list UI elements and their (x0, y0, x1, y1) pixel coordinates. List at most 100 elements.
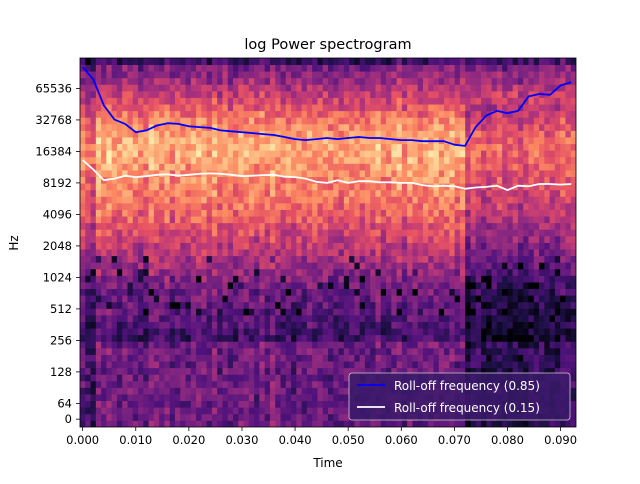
heatmap-cell (196, 400, 202, 408)
heatmap-cell (264, 97, 271, 105)
heatmap-cell (153, 321, 160, 329)
heatmap-cell (343, 183, 350, 191)
heatmap-cell (291, 97, 297, 105)
heatmap-cell (507, 123, 514, 131)
heatmap-cell (343, 334, 350, 342)
heatmap-cell (190, 420, 197, 427)
heatmap-cell (375, 321, 382, 329)
heatmap-cell (470, 163, 477, 171)
heatmap-cell (285, 170, 292, 178)
heatmap-cell (417, 262, 424, 270)
heatmap-cell (211, 394, 218, 402)
heatmap-cell (164, 77, 171, 85)
heatmap-cell (291, 235, 297, 243)
heatmap-cell (454, 314, 461, 322)
heatmap-cell (227, 143, 234, 151)
heatmap-cell (465, 222, 471, 230)
heatmap-cell (428, 242, 434, 250)
heatmap-cell (475, 295, 482, 303)
heatmap-cell (95, 137, 102, 145)
heatmap-cell (465, 229, 471, 237)
heatmap-cell (101, 156, 107, 164)
heatmap-cell (502, 262, 508, 270)
heatmap-cell (322, 222, 329, 230)
heatmap-cell (206, 196, 213, 204)
heatmap-cell (544, 328, 551, 336)
heatmap-cell (101, 361, 107, 369)
heatmap-cell (312, 407, 318, 415)
heatmap-cell (285, 104, 292, 112)
heatmap-cell (127, 400, 134, 408)
heatmap-cell (359, 420, 366, 427)
heatmap-cell (264, 308, 271, 316)
heatmap-cell (322, 130, 329, 138)
heatmap-cell (116, 84, 123, 92)
heatmap-cell (164, 334, 171, 342)
heatmap-cell (364, 97, 371, 105)
heatmap-cell (127, 170, 134, 178)
heatmap-cell (164, 380, 171, 388)
heatmap-cell (196, 90, 202, 98)
heatmap-cell (291, 288, 297, 296)
heatmap-cell (206, 394, 213, 402)
heatmap-cell (465, 163, 471, 171)
heatmap-cell (164, 275, 171, 283)
heatmap-cell (380, 90, 387, 98)
heatmap-cell (206, 341, 213, 349)
heatmap-cell (211, 407, 218, 415)
heatmap-cell (375, 97, 382, 105)
heatmap-cell (343, 262, 350, 270)
heatmap-cell (449, 301, 456, 309)
heatmap-cell (285, 242, 292, 250)
heatmap-cell (222, 176, 229, 184)
heatmap-cell (275, 209, 281, 217)
heatmap-cell (549, 354, 556, 362)
heatmap-cell (359, 110, 366, 118)
heatmap-cell (169, 374, 176, 382)
heatmap-cell (106, 222, 113, 230)
heatmap-cell (475, 249, 482, 257)
heatmap-cell (227, 334, 234, 342)
heatmap-cell (549, 420, 556, 427)
heatmap-cell (127, 268, 134, 276)
heatmap-cell (370, 268, 376, 276)
heatmap-cell (459, 249, 466, 257)
heatmap-cell (407, 341, 413, 349)
heatmap-cell (95, 150, 102, 158)
heatmap-cell (148, 163, 155, 171)
heatmap-cell (127, 130, 134, 138)
heatmap-cell (280, 262, 287, 270)
heatmap-cell (153, 77, 160, 85)
heatmap-cell (217, 104, 223, 112)
heatmap-cell (422, 288, 429, 296)
heatmap-cell (438, 110, 445, 118)
heatmap-cell (269, 117, 276, 125)
heatmap-cell (539, 321, 545, 329)
heatmap-cell (190, 334, 197, 342)
heatmap-cell (269, 196, 276, 204)
heatmap-cell (396, 282, 403, 290)
heatmap-cell (412, 64, 419, 72)
heatmap-cell (449, 295, 456, 303)
heatmap-cell (433, 143, 440, 151)
heatmap-cell (433, 123, 440, 131)
heatmap-cell (317, 229, 324, 237)
heatmap-cell (322, 347, 329, 355)
heatmap-cell (233, 163, 239, 171)
heatmap-cell (438, 117, 445, 125)
heatmap-cell (190, 150, 197, 158)
heatmap-cell (222, 268, 229, 276)
heatmap-cell (196, 189, 202, 197)
heatmap-cell (391, 268, 397, 276)
heatmap-cell (196, 354, 202, 362)
heatmap-cell (101, 262, 107, 270)
heatmap-cell (317, 130, 324, 138)
heatmap-cell (328, 209, 334, 217)
heatmap-cell (106, 235, 113, 243)
heatmap-cell (491, 150, 498, 158)
heatmap-cell (465, 58, 471, 65)
heatmap-cell (254, 229, 260, 237)
heatmap-cell (185, 288, 192, 296)
heatmap-cell (338, 170, 345, 178)
heatmap-cell (101, 413, 107, 421)
